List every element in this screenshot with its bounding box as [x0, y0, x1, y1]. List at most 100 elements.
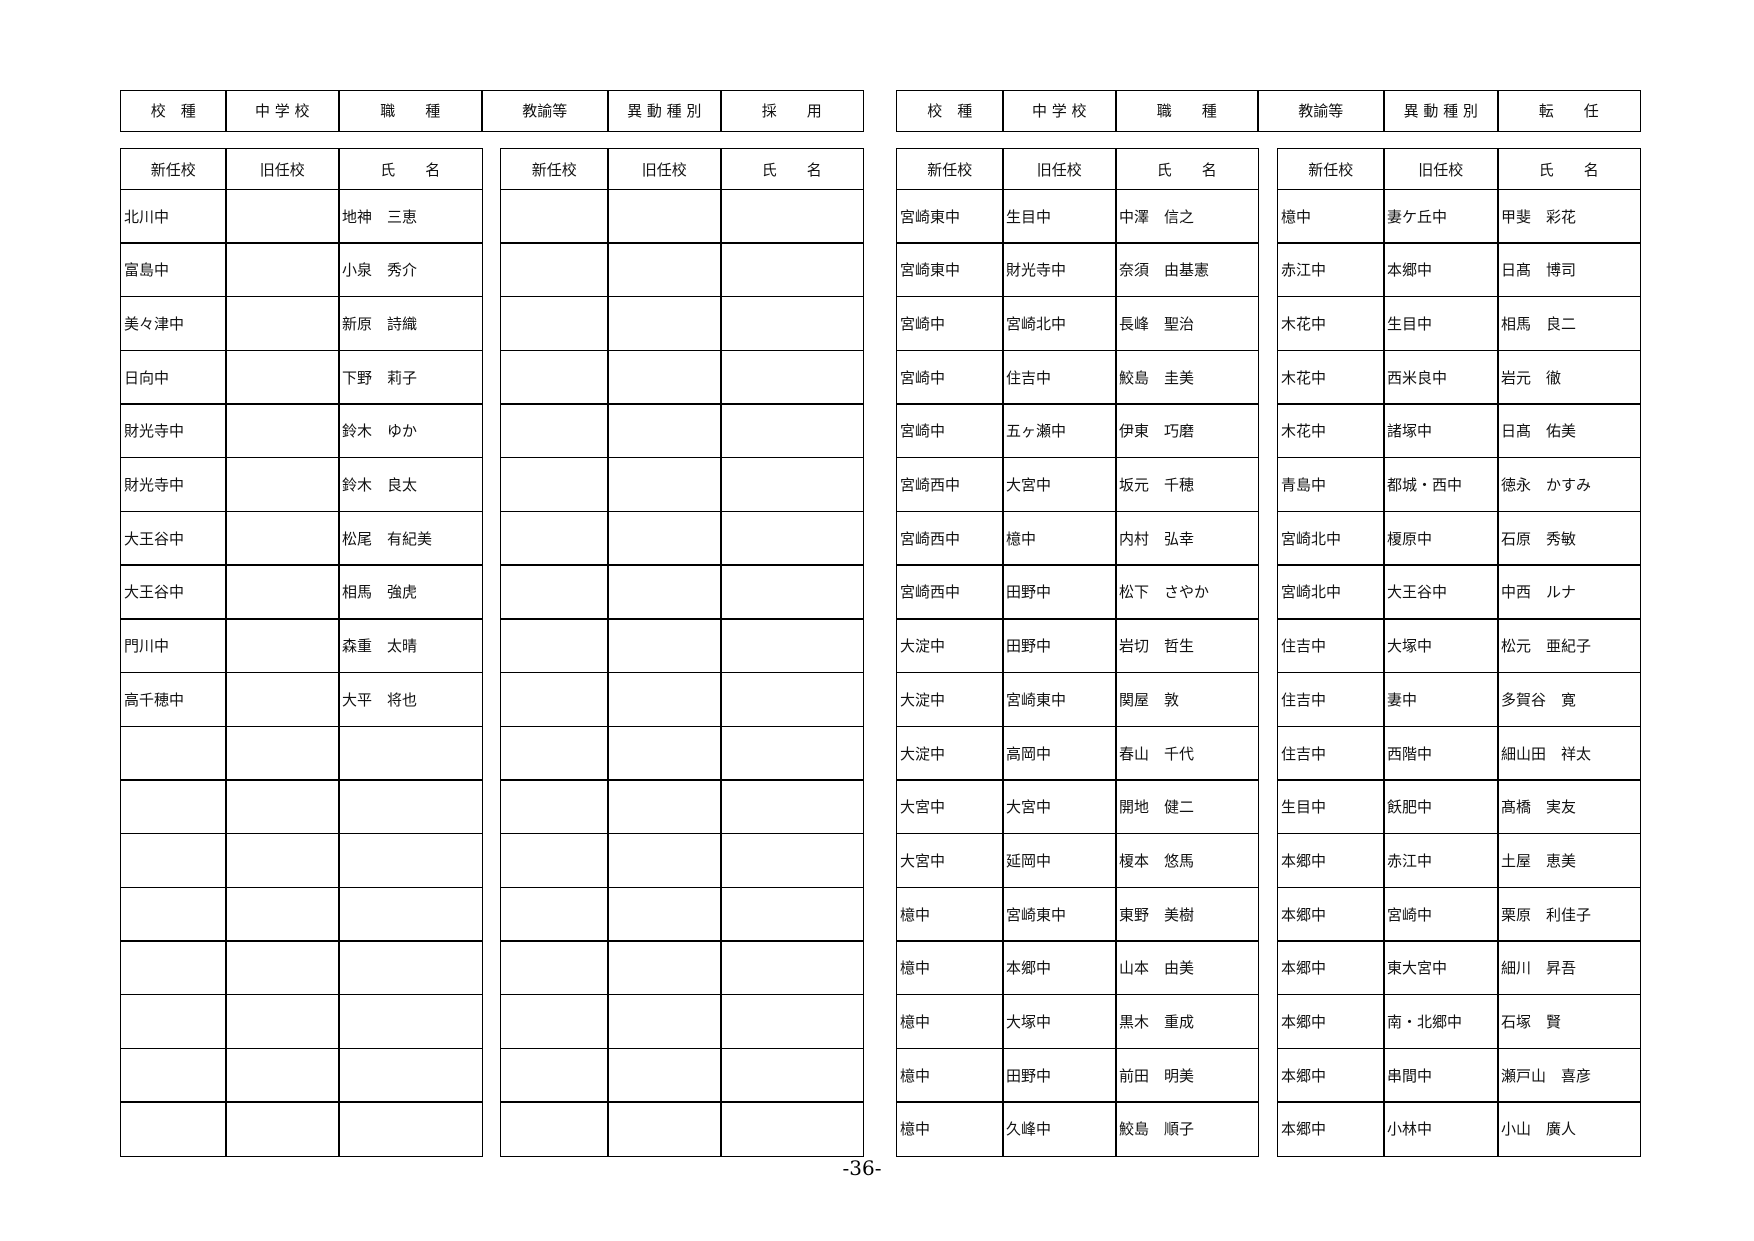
table-cell [607, 671, 722, 727]
table-cell [500, 510, 609, 566]
table-cell: 大淀中 [896, 725, 1004, 781]
table-cell [607, 295, 722, 352]
table-cell: 春山 千代 [1115, 725, 1259, 781]
table-cell: 飫肥中 [1383, 779, 1499, 835]
table-cell [607, 403, 722, 459]
table-cell: 檍中 [896, 940, 1004, 996]
table-cell [225, 242, 340, 298]
table-cell: 延岡中 [1002, 832, 1117, 889]
table-cell: 住吉中 [1277, 725, 1385, 781]
table-cell: 本郷中 [1277, 1101, 1385, 1157]
table-cell [607, 832, 722, 889]
table-cell: 土屋 恵美 [1497, 832, 1641, 889]
table-cell: 木花中 [1277, 295, 1385, 352]
table-cell: 小山 廣人 [1497, 1101, 1641, 1157]
column-header: 新任校 [120, 148, 227, 190]
header-cell: 教諭等 [1257, 90, 1385, 132]
table-cell: 宮崎東中 [1002, 886, 1117, 942]
header-cell: 校 種 [120, 90, 227, 132]
table-cell: 大淀中 [896, 671, 1004, 727]
column-header: 旧任校 [225, 148, 340, 190]
table-cell: 開地 健二 [1115, 779, 1259, 835]
table-cell [607, 188, 722, 244]
table-cell: 久峰中 [1002, 1101, 1117, 1157]
table-cell [720, 457, 864, 513]
table-cell [500, 886, 609, 942]
table-cell: 宮崎中 [1383, 886, 1499, 942]
table-cell [500, 242, 609, 298]
table-cell [607, 510, 722, 566]
table-cell: 都城・西中 [1383, 457, 1499, 513]
table-cell: 松尾 有紀美 [338, 510, 483, 566]
column-header: 氏 名 [338, 148, 483, 190]
table-cell: 小泉 秀介 [338, 242, 483, 298]
table-cell: 青島中 [1277, 457, 1385, 513]
table-cell [720, 349, 864, 405]
table-cell: 生目中 [1383, 295, 1499, 352]
column-header: 旧任校 [607, 148, 722, 190]
header-cell: 中 学 校 [225, 90, 340, 132]
table-cell: 新原 詩織 [338, 295, 483, 352]
table-cell: 前田 明美 [1115, 1047, 1259, 1103]
table-cell [720, 242, 864, 298]
table-cell: 森重 太晴 [338, 618, 483, 674]
table-cell: 相馬 良二 [1497, 295, 1641, 352]
table-cell: 檍中 [1277, 188, 1385, 244]
table-cell: 宮崎中 [896, 295, 1004, 352]
table-cell: 西階中 [1383, 725, 1499, 781]
table-cell [225, 403, 340, 459]
header-cell: 異 動 種 別 [1383, 90, 1499, 132]
table-cell [500, 940, 609, 996]
table-cell [720, 510, 864, 566]
table-cell: 日髙 博司 [1497, 242, 1641, 298]
table-cell [500, 349, 609, 405]
header-cell: 教諭等 [481, 90, 609, 132]
table-cell: 相馬 強虎 [338, 564, 483, 620]
table-cell [225, 618, 340, 674]
table-cell: 宮崎西中 [896, 457, 1004, 513]
table-cell [607, 1047, 722, 1103]
table-cell: 大宮中 [896, 779, 1004, 835]
table-cell: 宮崎東中 [896, 242, 1004, 298]
table-cell: 宮崎北中 [1277, 564, 1385, 620]
table-cell: 高千穂中 [120, 671, 227, 727]
table-cell: 地神 三恵 [338, 188, 483, 244]
table-cell [225, 994, 340, 1050]
table-cell [720, 403, 864, 459]
table-cell [120, 1047, 227, 1103]
table-cell: 檍中 [1002, 510, 1117, 566]
table-cell: 生目中 [1277, 779, 1385, 835]
table-cell [225, 832, 340, 889]
table-cell: 松元 亜紀子 [1497, 618, 1641, 674]
table-cell: 大宮中 [1002, 457, 1117, 513]
column-header: 旧任校 [1002, 148, 1117, 190]
table-cell [607, 886, 722, 942]
table-cell: 田野中 [1002, 618, 1117, 674]
table-cell: 赤江中 [1277, 242, 1385, 298]
table-cell: 宮崎中 [896, 403, 1004, 459]
table-cell [338, 886, 483, 942]
table-cell [500, 403, 609, 459]
column-header: 氏 名 [1115, 148, 1259, 190]
table-cell: 榎本 悠馬 [1115, 832, 1259, 889]
header-cell: 中 学 校 [1002, 90, 1117, 132]
table-cell: 大王谷中 [120, 564, 227, 620]
table-cell: 本郷中 [1002, 940, 1117, 996]
table-cell: 関屋 敦 [1115, 671, 1259, 727]
table-cell [500, 725, 609, 781]
table-cell [120, 886, 227, 942]
table-cell: 木花中 [1277, 403, 1385, 459]
table-cell [500, 564, 609, 620]
table-cell: 本郷中 [1383, 242, 1499, 298]
table-cell: 本郷中 [1277, 886, 1385, 942]
table-cell: 本郷中 [1277, 832, 1385, 889]
table-cell: 宮崎北中 [1277, 510, 1385, 566]
table-cell: 檍中 [896, 886, 1004, 942]
table-cell [225, 188, 340, 244]
table-cell: 大宮中 [896, 832, 1004, 889]
table-cell [500, 457, 609, 513]
table-cell: 赤江中 [1383, 832, 1499, 889]
column-header: 新任校 [896, 148, 1004, 190]
table-cell: 南・北郷中 [1383, 994, 1499, 1050]
